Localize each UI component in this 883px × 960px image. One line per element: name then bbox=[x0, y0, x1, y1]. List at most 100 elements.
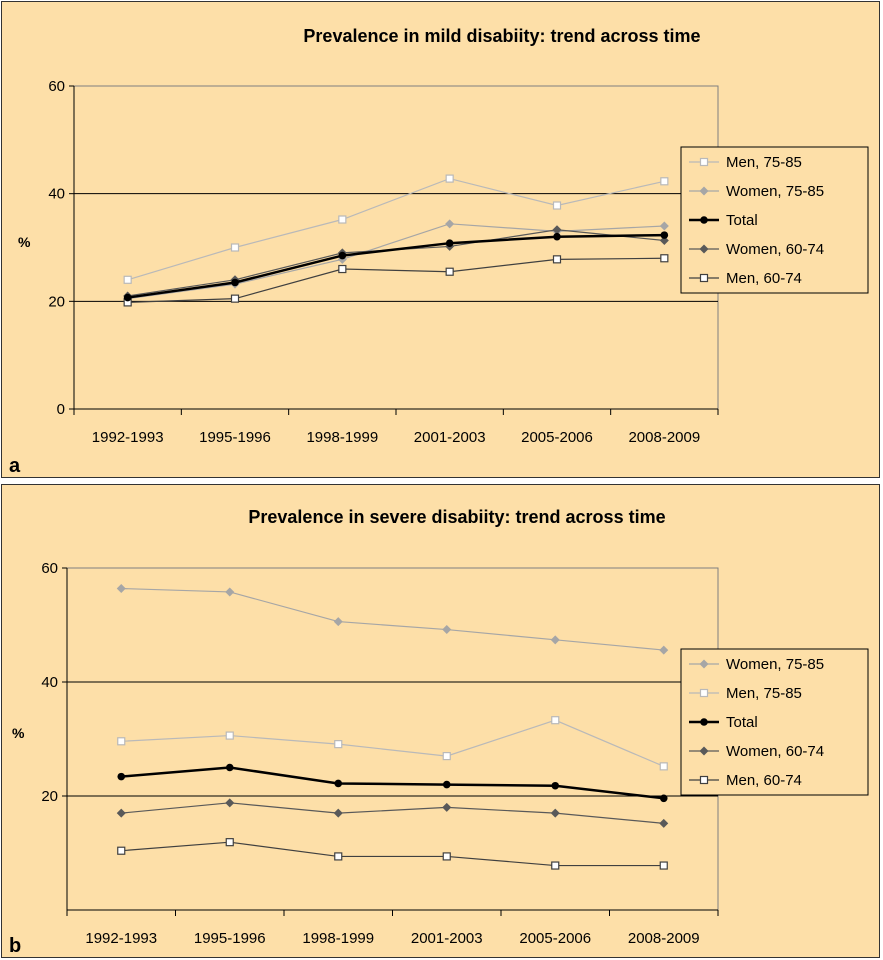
chart-b-data-point bbox=[225, 798, 235, 808]
chart-b-data-point bbox=[551, 861, 560, 870]
chart-b-data-point bbox=[225, 731, 234, 740]
chart-b-x-tick-label: 2008-2009 bbox=[628, 930, 700, 947]
chart-b-legend-entry: Women, 75-85 bbox=[726, 656, 824, 673]
chart-b-series-2 bbox=[117, 763, 668, 803]
chart-a-y-axis-label: % bbox=[18, 234, 31, 250]
chart-a-series-line bbox=[127, 223, 665, 300]
chart-b-series-line bbox=[121, 766, 664, 800]
chart-b-data-point bbox=[659, 645, 669, 655]
chart-b-data-point bbox=[117, 846, 126, 855]
chart-a-series-line bbox=[127, 233, 665, 299]
chart-a-series-4 bbox=[123, 254, 669, 307]
chart-b-series-line bbox=[121, 719, 664, 767]
chart-a-plot-area bbox=[73, 85, 719, 410]
chart-b-legend-entry: Men, 75-85 bbox=[726, 685, 802, 702]
chart-b-series-0 bbox=[116, 584, 669, 655]
chart-a-legend-marker bbox=[699, 244, 709, 254]
chart-b-y-tick-label: 60 bbox=[41, 560, 58, 577]
chart-a-data-point bbox=[445, 267, 454, 276]
chart-b-data-point bbox=[225, 763, 234, 772]
chart-a-panel-letter: a bbox=[9, 455, 21, 477]
chart-b-data-point bbox=[659, 794, 668, 803]
chart-b-data-point bbox=[442, 625, 452, 635]
chart-a-series-line bbox=[127, 257, 665, 304]
chart-b-y-tick-label: 20 bbox=[41, 788, 58, 805]
chart-b-data-point bbox=[225, 587, 235, 597]
chart-a-y-tick-label: 40 bbox=[48, 186, 65, 203]
chart-b-legend-marker bbox=[699, 659, 709, 669]
chart-b-legend: Women, 75-85 Men, 75-85 Total Women, 60-74 M… bbox=[680, 648, 869, 796]
chart-b-data-point bbox=[659, 762, 668, 771]
chart-a-data-point bbox=[230, 243, 240, 252]
chart-b-x-tick-label: 2001-2003 bbox=[411, 930, 483, 947]
chart-b-x-tick-label: 2005-2006 bbox=[519, 930, 591, 947]
chart-a-data-point bbox=[338, 215, 347, 224]
chart-b-data-point bbox=[550, 808, 560, 818]
chart-b-legend-entry: Men, 60-74 bbox=[726, 772, 802, 789]
chart-b-y-axis-label: % bbox=[12, 725, 25, 741]
chart-a-x-tick-label: 2008-2009 bbox=[628, 429, 700, 446]
chart-a-data-point bbox=[552, 201, 562, 210]
chart-a-legend-entry: Men, 60-74 bbox=[726, 270, 802, 287]
chart-b-panel-letter: b bbox=[9, 935, 21, 957]
chart-b-data-point bbox=[551, 781, 560, 790]
chart-b-x-tick-label: 1992-1993 bbox=[85, 930, 157, 947]
chart-a-data-point bbox=[659, 236, 669, 246]
chart-a-x-tick-label: 2001-2003 bbox=[414, 429, 486, 446]
chart-a-data-point bbox=[231, 278, 239, 287]
chart-b-data-point bbox=[659, 818, 669, 828]
chart-a-legend-marker bbox=[700, 216, 708, 224]
chart-a-y-tick-label: 20 bbox=[48, 293, 65, 310]
chart-a-data-point bbox=[553, 232, 561, 241]
chart-a-series-0 bbox=[123, 174, 669, 284]
chart-b-data-point bbox=[442, 780, 451, 789]
chart-a-series-line bbox=[127, 177, 665, 281]
chart-a-legend-entry: Women, 60-74 bbox=[726, 241, 824, 258]
chart-b-data-point bbox=[333, 617, 343, 627]
chart-b-legend-marker bbox=[699, 746, 709, 756]
chart-a-data-point bbox=[659, 221, 669, 231]
chart-panel-a: Prevalence in mild disabiity: trend acro… bbox=[1, 1, 880, 478]
chart-a-y-tick-label: 60 bbox=[48, 78, 65, 95]
chart-a-legend-marker bbox=[699, 273, 709, 283]
chart-b-data-point bbox=[116, 584, 126, 594]
chart-b-series-4 bbox=[117, 838, 668, 870]
chart-a-svg: Prevalence in mild disabiity: trend acro… bbox=[9, 26, 869, 477]
chart-a-x-tick-label: 1998-1999 bbox=[306, 429, 378, 446]
chart-b-legend-marker bbox=[699, 688, 709, 698]
chart-a-data-point bbox=[123, 293, 132, 302]
chart-b-data-point bbox=[442, 802, 452, 812]
chart-a-data-point bbox=[445, 174, 454, 183]
chart-b-series-3 bbox=[116, 798, 669, 828]
chart-a-series-1 bbox=[123, 219, 669, 304]
chart-a-x-tick-label: 1992-1993 bbox=[92, 429, 164, 446]
chart-b-data-point bbox=[117, 737, 126, 746]
chart-a-legend-entry: Men, 75-85 bbox=[726, 154, 802, 171]
chart-b-legend-entry: Total bbox=[726, 714, 758, 731]
chart-a-data-point bbox=[552, 255, 562, 264]
chart-b-data-point bbox=[116, 808, 126, 818]
chart-a-x-tick-label: 1995-1996 bbox=[199, 429, 271, 446]
chart-a-legend-marker bbox=[699, 157, 709, 167]
chart-b-series-1 bbox=[117, 716, 668, 771]
chart-b-series-line bbox=[121, 802, 664, 824]
chart-a-data-point bbox=[660, 254, 669, 263]
chart-a-data-point bbox=[338, 251, 347, 260]
chart-b-legend-marker bbox=[700, 718, 708, 726]
chart-b-data-point bbox=[659, 861, 668, 870]
chart-b-data-point bbox=[225, 838, 234, 847]
chart-b-data-point bbox=[334, 852, 343, 861]
chart-b-legend-marker bbox=[699, 775, 709, 785]
chart-b-series-line bbox=[121, 587, 664, 651]
chart-a-data-point bbox=[123, 275, 132, 284]
chart-a-y-tick-label: 0 bbox=[57, 401, 65, 418]
chart-b-legend-entry: Women, 60-74 bbox=[726, 743, 824, 760]
chart-panel-b: Prevalence in severe disabiity: trend ac… bbox=[1, 484, 880, 958]
chart-a-legend: Men, 75-85 Women, 75-85 Total Women, 60-74 M… bbox=[680, 146, 869, 294]
chart-a-data-point bbox=[338, 264, 347, 274]
chart-a-data-point bbox=[445, 239, 454, 247]
chart-a-data-point bbox=[552, 225, 562, 235]
chart-a-title: Prevalence in mild disabiity: trend acro… bbox=[303, 26, 700, 46]
chart-b-series-line bbox=[121, 841, 664, 867]
chart-b-x-tick-label: 1998-1999 bbox=[302, 930, 374, 947]
